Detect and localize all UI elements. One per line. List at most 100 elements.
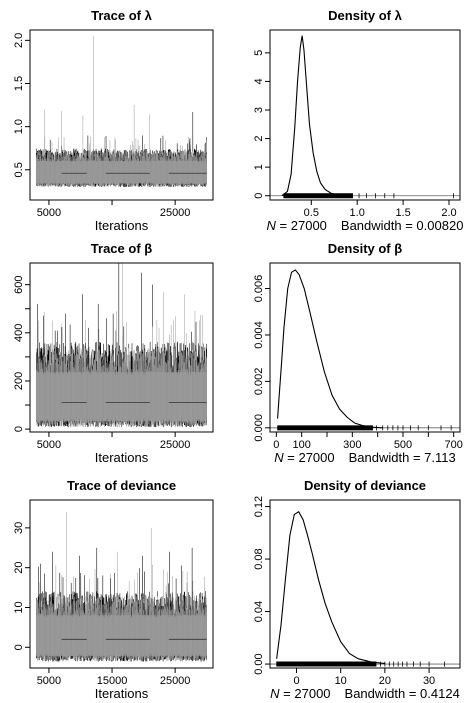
y-tick-label: 0.04	[253, 601, 265, 622]
x-tick-label: 0.5	[304, 207, 319, 219]
y-tick-label: 0	[253, 193, 265, 199]
x-tick-label: 1.0	[350, 207, 365, 219]
plot-frame	[269, 499, 461, 669]
plot-area	[36, 36, 207, 188]
density-curve	[277, 269, 383, 429]
density-curve	[276, 511, 385, 665]
y-tick-label: 0.004	[253, 321, 265, 349]
x-tick-label: 15000	[97, 675, 128, 687]
y-axis: 0 200 400 600	[13, 275, 30, 432]
x-tick-label: 10	[335, 675, 347, 687]
panel-title: Density of deviance	[304, 478, 426, 493]
y-tick-label: 0.006	[253, 275, 265, 303]
panel-title: Trace of β	[91, 241, 152, 256]
panel-title: Trace of λ	[91, 8, 152, 23]
x-tick-label: 500	[394, 439, 412, 451]
y-axis: 0.000 0.002 0.004 0.006	[253, 275, 270, 442]
n-value: = 27000	[276, 218, 327, 233]
y-tick-label: 0.00	[253, 653, 265, 674]
x-tick-label: 5000	[37, 207, 61, 219]
panel-6: Density of deviance 0.00 0.04 0.08 0.12 0 10 20…	[253, 478, 461, 701]
y-tick-label: 3	[253, 107, 265, 113]
panel-title: Density of λ	[328, 8, 402, 23]
y-tick-label: 400	[13, 324, 25, 342]
x-tick-label: 0	[273, 439, 279, 451]
y-tick-label: 1.0	[13, 119, 25, 134]
y-tick-label: 1.5	[13, 76, 25, 91]
y-axis: 0 10 20 30	[13, 522, 30, 650]
plot-frame	[269, 262, 461, 433]
y-tick-label: 30	[13, 522, 25, 534]
panel-1: Trace of λ 0.5 1.0 1.5 2.0 5000 25000 Iteration…	[13, 8, 214, 233]
y-tick-label: 0	[13, 644, 25, 650]
rug	[277, 425, 452, 431]
y-tick-label: 2.0	[13, 33, 25, 48]
panel-4: Density of β 0.000 0.002 0.004 0.006 0 100 300 5…	[253, 241, 463, 465]
x-axis: 0.5 1.0 1.5 2.0	[304, 200, 457, 219]
y-tick-label: 4	[253, 78, 265, 84]
x-axis: 5000 25000	[37, 432, 190, 451]
x-axis: 5000 25000	[37, 200, 191, 219]
x-axis: 5000 15000 25000	[37, 668, 191, 687]
plot-frame	[269, 29, 461, 201]
x-tick-label: 2.0	[441, 207, 456, 219]
n-symbol: N	[270, 686, 280, 701]
panel-title: Trace of deviance	[67, 478, 176, 493]
trace-core-band	[36, 160, 207, 184]
x-tick-label: 100	[292, 439, 310, 451]
x-tick-label: 5000	[37, 675, 61, 687]
x-tick-label: 0	[293, 675, 299, 687]
y-tick-label: 5	[253, 50, 265, 56]
y-axis: 0.00 0.04 0.08 0.12	[253, 496, 270, 675]
x-tick-label: 1.5	[395, 207, 410, 219]
x-tick-label: 5000	[37, 439, 61, 451]
bandwidth: Bandwidth = 0.4124	[345, 686, 460, 701]
plot-area	[270, 35, 460, 199]
y-tick-label: 0.08	[253, 548, 265, 569]
x-tick-label: 700	[444, 439, 462, 451]
plot-frame	[29, 499, 214, 669]
rug-dense	[276, 661, 377, 667]
y-tick-label: 0	[13, 426, 25, 432]
n-value: = 27000	[284, 450, 335, 465]
y-tick-label: 0.12	[253, 496, 265, 517]
x-axis: 0 100 300 500 700	[273, 432, 463, 451]
y-tick-label: 1	[253, 164, 265, 170]
panel-title: Density of β	[328, 241, 402, 256]
x-tick-label: 30	[423, 675, 435, 687]
plot-area	[36, 511, 207, 662]
panel-3: Trace of β 0 200 400 600 5000 25000 Iterations	[13, 241, 214, 465]
x-axis-label: Iterations	[95, 218, 149, 233]
x-axis-label: Iterations	[95, 686, 149, 701]
y-tick-label: 200	[13, 372, 25, 390]
density-subtitle: N = 27000 Bandwidth = 0.4124	[270, 686, 460, 701]
x-tick-label: 300	[343, 439, 361, 451]
y-tick-label: 2	[253, 136, 265, 142]
panel-2: Density of λ 0 1 2 3 4 5 0.5 1.0 1.5 2.0 N = 27000 B…	[253, 8, 463, 233]
y-tick-label: 600	[13, 275, 25, 293]
plot-frame	[29, 29, 214, 201]
n-symbol: N	[274, 450, 284, 465]
panel-5: Trace of deviance 0 10 20 30 5000 15000 25000 It…	[13, 478, 214, 701]
y-axis: 0 1 2 3 4 5	[253, 50, 270, 199]
y-tick-label: 10	[13, 601, 25, 613]
bandwidth: Bandwidth = 7.113	[349, 450, 456, 465]
trace-core-band	[36, 372, 207, 422]
y-tick-label: 0.002	[253, 368, 265, 396]
x-tick-label: 25000	[160, 207, 191, 219]
rug	[276, 661, 445, 667]
plot-frame	[29, 262, 214, 433]
y-axis: 0.5 1.0 1.5 2.0	[13, 33, 30, 177]
plot-area	[36, 263, 207, 428]
density-subtitle: N = 27000 Bandwidth = 7.113	[274, 450, 455, 465]
x-axis-label: Iterations	[95, 450, 149, 465]
x-axis: 0 10 20 30	[293, 668, 435, 687]
y-tick-label: 0.000	[253, 414, 265, 442]
density-curve	[281, 35, 349, 197]
rug-dense	[277, 425, 373, 431]
n-value: = 27000	[280, 686, 331, 701]
n-symbol: N	[267, 218, 277, 233]
x-tick-label: 25000	[160, 675, 191, 687]
y-tick-label: 0.5	[13, 162, 25, 177]
